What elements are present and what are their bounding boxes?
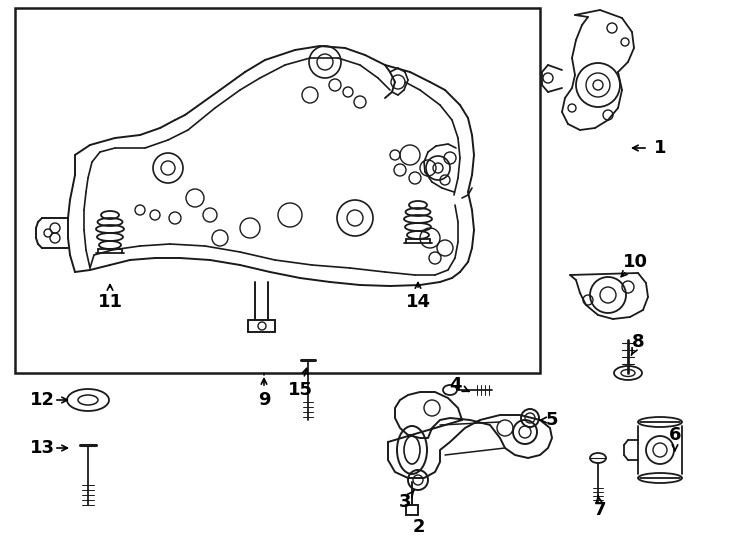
- Text: 10: 10: [622, 253, 647, 271]
- Text: 2: 2: [413, 518, 425, 536]
- Text: 11: 11: [98, 293, 123, 311]
- Text: 6: 6: [669, 426, 681, 444]
- Bar: [406, 505, 418, 515]
- Text: 14: 14: [405, 293, 431, 311]
- Text: 9: 9: [258, 391, 270, 409]
- Text: 8: 8: [632, 333, 644, 351]
- Text: 15: 15: [288, 381, 313, 399]
- Text: 5: 5: [546, 411, 559, 429]
- Text: 7: 7: [594, 501, 606, 519]
- Text: 3: 3: [399, 493, 411, 511]
- Text: 12: 12: [29, 391, 54, 409]
- Bar: [15, 8, 540, 373]
- Text: 4: 4: [448, 376, 461, 394]
- Text: 13: 13: [29, 439, 54, 457]
- Text: 1: 1: [654, 139, 666, 157]
